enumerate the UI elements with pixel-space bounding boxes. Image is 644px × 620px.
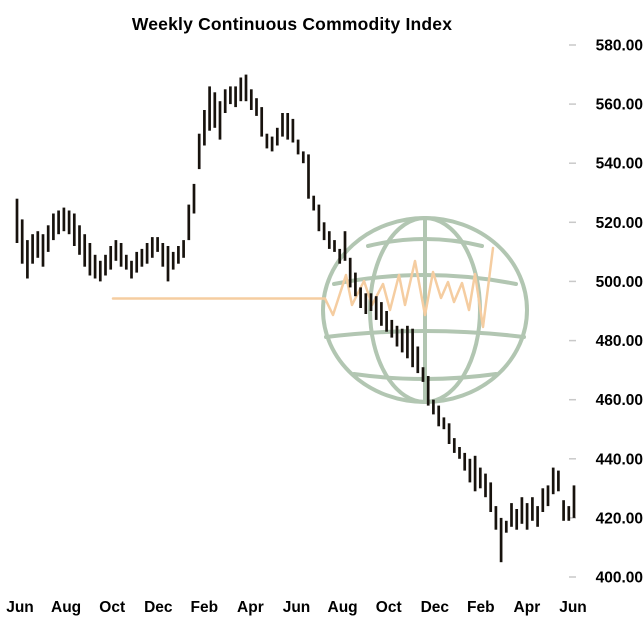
y-axis-label: 520.00	[596, 215, 643, 232]
y-axis-label: 440.00	[596, 451, 643, 468]
x-axis-label: Apr	[237, 599, 264, 616]
x-axis-label: Aug	[51, 599, 81, 616]
y-axis-label: 500.00	[596, 274, 643, 291]
y-axis-labels: 580.00 560.00 540.00 520.00 500.00 480.00 460.…	[596, 38, 643, 587]
x-axis-label: Jun	[283, 599, 311, 616]
y-axis-label: 480.00	[596, 333, 643, 350]
x-axis-label: Feb	[191, 599, 219, 616]
y-axis-label: 560.00	[596, 97, 643, 114]
x-axis-label: Aug	[328, 599, 358, 616]
y-axis-label: 580.00	[596, 38, 643, 55]
x-axis-label: Jun	[6, 599, 34, 616]
squiggle-watermark-icon	[111, 246, 495, 329]
x-axis-label: Oct	[376, 599, 402, 616]
x-axis-labels: Jun Aug Oct Dec Feb Apr Jun Aug Oct Dec Feb Apr Jun	[6, 599, 587, 616]
x-axis-label: Dec	[421, 599, 450, 616]
x-axis-label: Apr	[514, 599, 541, 616]
x-axis-label: Dec	[144, 599, 173, 616]
y-axis-label: 420.00	[596, 510, 643, 527]
chart-title: Weekly Continuous Commodity Index	[131, 14, 453, 34]
weekly-price-bars	[15, 74, 576, 563]
x-axis-label: Oct	[99, 599, 125, 616]
y-axis-label: 460.00	[596, 392, 643, 409]
x-axis-label: Feb	[467, 599, 495, 616]
x-axis-label: Jun	[559, 599, 587, 616]
y-axis-label: 540.00	[596, 156, 643, 173]
y-axis-label: 400.00	[596, 570, 643, 587]
